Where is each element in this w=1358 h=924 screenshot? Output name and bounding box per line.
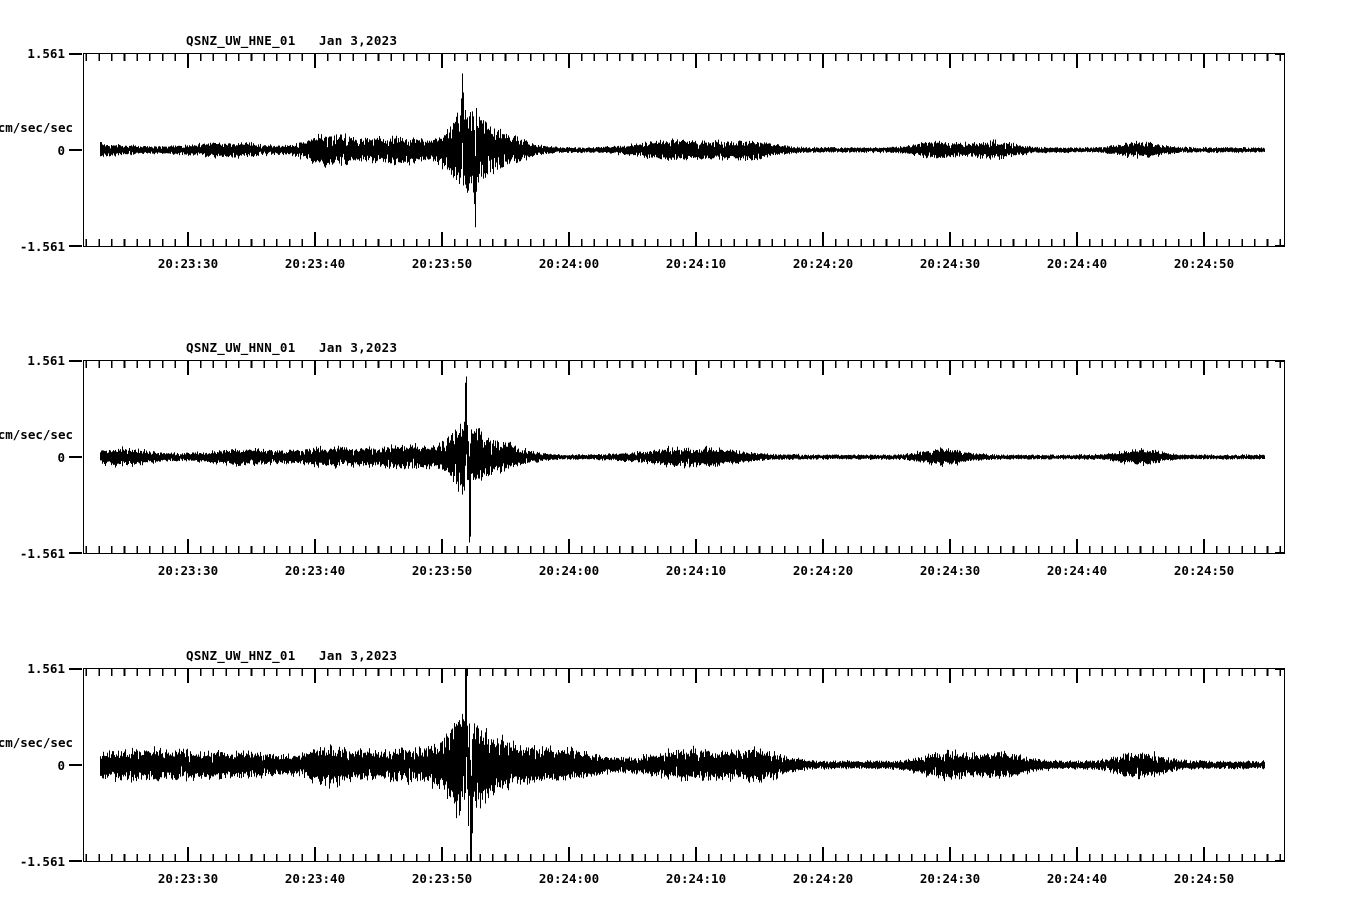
x-tick-label: 20:23:30 [157,256,219,271]
y-axis-unit-label: cm/sec/sec [0,427,73,442]
x-tick-label: 20:24:50 [1173,563,1235,578]
x-tick-label: 20:23:30 [157,563,219,578]
record-date-label: Jan 3,2023 [319,340,398,355]
x-tick-label: 20:24:20 [792,563,854,578]
x-tick-label: 20:23:40 [284,871,346,886]
y-tick-label: -1.561 [19,239,65,254]
y-axis-unit-label: cm/sec/sec [0,120,73,135]
panel-title-hnz: QSNZ_UW_HNZ_01 Jan 3,2023 [186,648,397,663]
x-tick-label: 20:24:30 [919,563,981,578]
x-tick-label: 20:23:50 [411,871,473,886]
waveform-trace-hnn [100,361,1265,553]
x-tick-label: 20:24:00 [538,256,600,271]
x-tick-label: 20:24:30 [919,256,981,271]
waveform-trace-hne [100,54,1265,246]
x-tick-label: 20:24:20 [792,256,854,271]
x-tick-label: 20:24:10 [665,256,727,271]
x-tick-label: 20:23:30 [157,871,219,886]
y-tick-label: 0 [57,143,65,158]
panel-title-hne: QSNZ_UW_HNE_01 Jan 3,2023 [186,33,397,48]
x-tick-label: 20:23:40 [284,256,346,271]
waveform-trace-hnz [100,669,1265,861]
station-channel-label: QSNZ_UW_HNZ_01 [186,648,296,663]
y-tick-label: 0 [57,758,65,773]
x-tick-label: 20:24:40 [1046,256,1108,271]
y-tick-label: 0 [57,450,65,465]
x-tick-label: 20:24:40 [1046,563,1108,578]
y-tick-label: 1.561 [27,353,65,368]
y-tick-label: -1.561 [19,546,65,561]
x-tick-label: 20:24:30 [919,871,981,886]
record-date-label: Jan 3,2023 [319,33,398,48]
x-tick-label: 20:24:40 [1046,871,1108,886]
x-tick-label: 20:24:10 [665,563,727,578]
x-tick-label: 20:24:20 [792,871,854,886]
station-channel-label: QSNZ_UW_HNN_01 [186,340,296,355]
y-tick-label: 1.561 [27,46,65,61]
station-channel-label: QSNZ_UW_HNE_01 [186,33,296,48]
x-tick-label: 20:24:00 [538,563,600,578]
x-tick-label: 20:24:00 [538,871,600,886]
x-tick-label: 20:23:50 [411,256,473,271]
x-tick-label: 20:23:40 [284,563,346,578]
y-tick-label: -1.561 [19,854,65,869]
x-tick-label: 20:24:10 [665,871,727,886]
y-axis-unit-label: cm/sec/sec [0,735,73,750]
panel-title-hnn: QSNZ_UW_HNN_01 Jan 3,2023 [186,340,397,355]
x-tick-label: 20:24:50 [1173,871,1235,886]
y-tick-label: 1.561 [27,661,65,676]
x-tick-label: 20:24:50 [1173,256,1235,271]
record-date-label: Jan 3,2023 [319,648,398,663]
x-tick-label: 20:23:50 [411,563,473,578]
